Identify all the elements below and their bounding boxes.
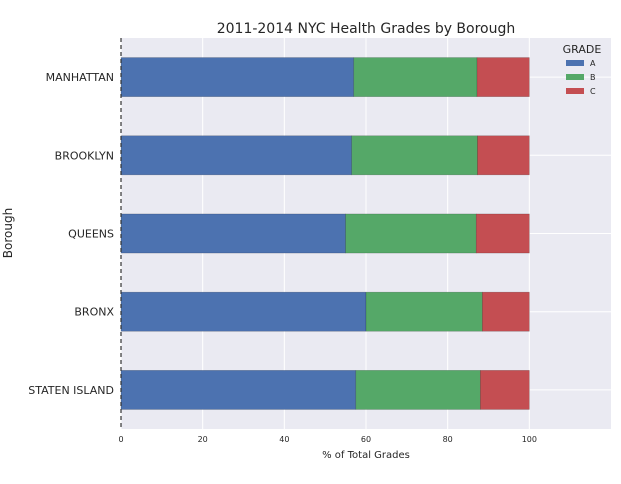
y-tick-label: MANHATTAN	[46, 71, 114, 84]
x-tick-label: 80	[443, 435, 453, 444]
bar-c-bronx	[482, 291, 530, 332]
y-tick-label: BRONX	[74, 306, 114, 319]
bar-b-bronx	[365, 291, 483, 332]
bar-b-staten-island	[355, 370, 481, 410]
x-tick-label: 40	[279, 435, 289, 444]
bar-c-brooklyn	[477, 135, 530, 176]
legend-swatch	[566, 60, 584, 66]
x-axis-label: % of Total Grades	[322, 450, 410, 461]
legend: GRADE ABC	[563, 43, 602, 96]
bar-c-queens	[475, 213, 530, 254]
y-tick-label: STATEN ISLAND	[28, 384, 114, 397]
y-axis-label: Borough	[1, 208, 15, 258]
x-tick-label: 100	[522, 435, 537, 444]
bar-c-staten-island	[480, 370, 530, 410]
legend-label: B	[590, 73, 596, 82]
bar-a-bronx	[120, 291, 367, 332]
x-tick-label: 60	[361, 435, 371, 444]
x-tick-label: 0	[118, 435, 123, 444]
x-tick-labels: 0 20 40 60 80 100	[118, 435, 537, 444]
y-tick-labels: MANHATTAN BROOKLYN QUEENS BRONX STATEN ISLAN…	[28, 71, 114, 397]
bar-a-brooklyn	[120, 135, 353, 176]
bars	[120, 57, 530, 410]
bar-a-queens	[120, 213, 346, 254]
x-tick-label: 20	[198, 435, 208, 444]
bar-b-manhattan	[353, 57, 478, 97]
legend-title: GRADE	[563, 43, 602, 56]
y-tick-label: QUEENS	[68, 228, 114, 241]
bar-a-manhattan	[120, 57, 355, 97]
legend-swatch	[566, 88, 584, 94]
y-tick-label: BROOKLYN	[55, 149, 114, 162]
bar-b-queens	[345, 213, 477, 254]
chart-title: 2011-2014 NYC Health Grades by Borough	[217, 21, 516, 37]
legend-label: C	[590, 87, 596, 96]
bar-b-brooklyn	[351, 135, 478, 176]
legend-label: A	[590, 59, 596, 68]
legend-swatch	[566, 74, 584, 80]
bar-a-staten-island	[120, 370, 357, 410]
bar-c-manhattan	[476, 57, 530, 97]
